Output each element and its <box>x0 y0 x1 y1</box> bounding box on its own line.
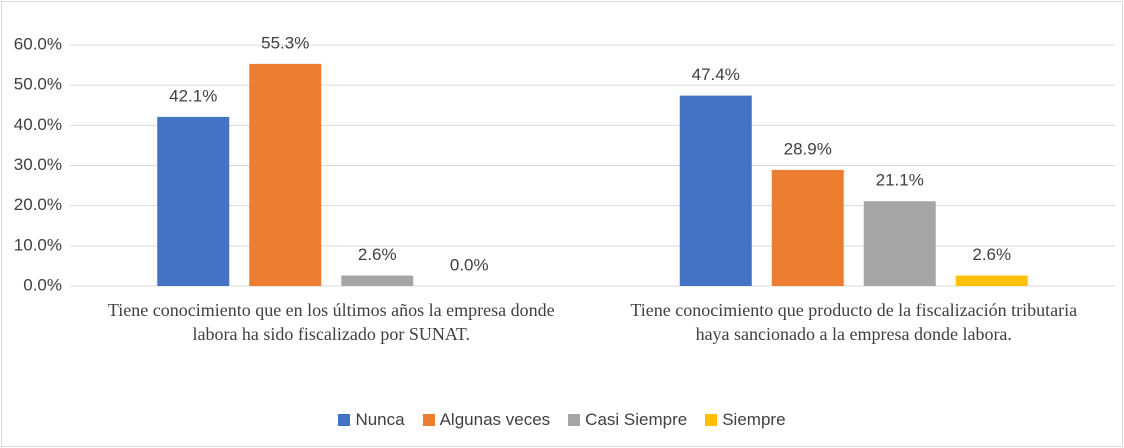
legend-item: Nunca <box>338 410 405 430</box>
y-tick-label: 50.0% <box>14 75 62 94</box>
legend-swatch <box>338 414 351 426</box>
value-label: 28.9% <box>784 139 832 158</box>
bar <box>341 275 414 286</box>
value-label: 2.6% <box>358 245 397 264</box>
value-label: 0.0% <box>450 255 489 274</box>
bar <box>157 116 230 286</box>
legend: Nunca Algunas veces Casi Siempre Siempre <box>0 410 1124 430</box>
value-label: 47.4% <box>692 65 740 84</box>
y-tick-label: 0.0% <box>23 275 62 294</box>
x-tick-label: Tiene conocimiento que en los últimos añ… <box>107 300 555 344</box>
bar <box>679 95 752 286</box>
y-tick-label: 60.0% <box>14 34 62 53</box>
legend-swatch <box>422 414 435 426</box>
value-label: 42.1% <box>169 86 217 105</box>
y-tick-label: 10.0% <box>14 235 62 254</box>
value-label: 21.1% <box>876 171 924 190</box>
legend-label: Nunca <box>355 410 405 429</box>
y-tick-label: 40.0% <box>14 115 62 134</box>
legend-item: Casi Siempre <box>568 410 687 430</box>
bar <box>955 275 1028 286</box>
legend-item: Algunas veces <box>422 410 551 430</box>
legend-swatch <box>705 414 718 426</box>
legend-label: Siempre <box>722 410 786 429</box>
bar <box>771 169 844 286</box>
value-label: 2.6% <box>972 245 1011 264</box>
bar <box>863 201 936 286</box>
y-tick-label: 30.0% <box>14 155 62 174</box>
x-tick-label: Tiene conocimiento que producto de la fi… <box>630 300 1078 344</box>
legend-label: Casi Siempre <box>585 410 688 429</box>
legend-swatch <box>568 414 581 426</box>
legend-item: Siempre <box>705 410 786 430</box>
value-label: 55.3% <box>261 33 309 52</box>
legend-label: Algunas veces <box>439 410 551 429</box>
y-tick-label: 20.0% <box>14 195 62 214</box>
bar <box>249 63 322 287</box>
